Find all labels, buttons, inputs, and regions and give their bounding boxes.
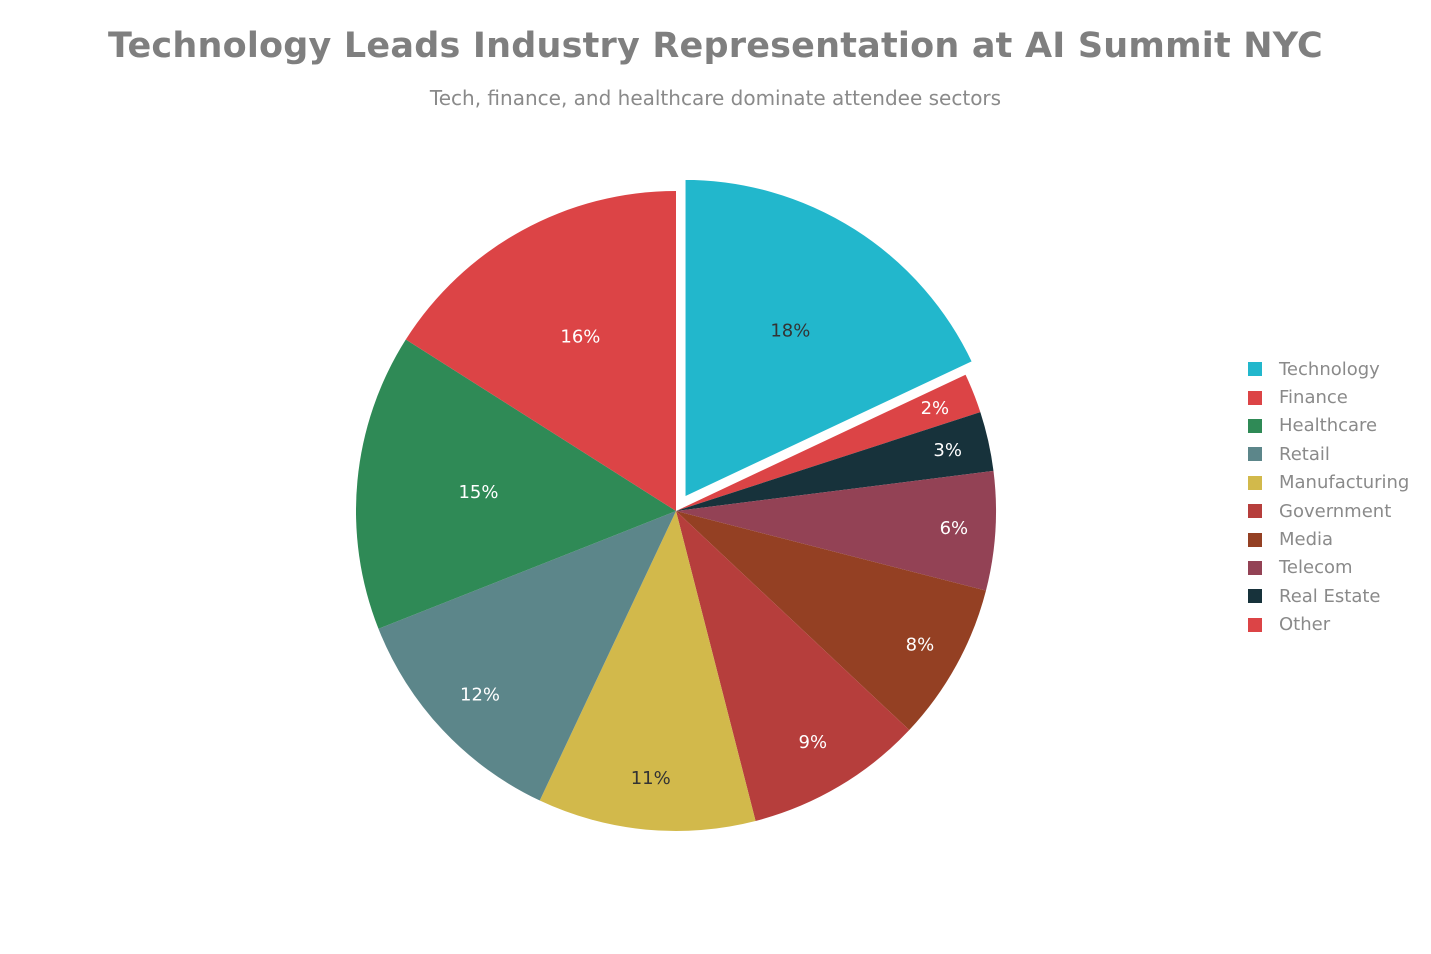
legend-label: Healthcare — [1279, 415, 1378, 437]
legend-swatch — [1248, 560, 1262, 575]
legend-label: Finance — [1279, 387, 1348, 409]
legend-swatch — [1248, 390, 1262, 405]
legend-swatch — [1248, 447, 1262, 462]
legend-item-real-estate[interactable]: Real Estate — [1248, 582, 1409, 610]
legend-label: Telecom — [1279, 557, 1353, 579]
legend-label: Technology — [1279, 358, 1380, 380]
slice-label-other: 2% — [921, 398, 950, 419]
slice-label-manufacturing: 11% — [631, 768, 671, 789]
legend-swatch — [1248, 589, 1262, 604]
legend-swatch — [1248, 504, 1262, 519]
chart-title: Technology Leads Industry Representation… — [108, 26, 1323, 66]
slice-label-telecom: 6% — [940, 518, 969, 539]
legend-label: Other — [1279, 614, 1331, 636]
pie-slice-technology[interactable] — [682, 176, 976, 501]
legend-swatch — [1248, 475, 1262, 490]
legend-item-retail[interactable]: Retail — [1248, 440, 1409, 468]
legend-label: Manufacturing — [1279, 472, 1410, 494]
chart-legend: Technology Finance Healthcare Retail Manufac… — [1248, 355, 1409, 639]
pie-slice-labels: 18% 2% 3% 6% 8% 9% 11% 12% 15% 16% — [458, 320, 968, 789]
legend-label: Real Estate — [1279, 585, 1381, 607]
slice-label-finance: 16% — [560, 327, 600, 348]
pie-slice-other[interactable] — [676, 374, 981, 511]
legend-swatch — [1248, 617, 1262, 632]
legend-item-media[interactable]: Media — [1248, 525, 1409, 553]
legend-swatch — [1248, 362, 1262, 377]
legend-swatch — [1248, 532, 1262, 547]
slice-label-retail: 12% — [460, 685, 500, 706]
legend-label: Government — [1279, 500, 1392, 522]
legend-item-finance[interactable]: Finance — [1248, 383, 1409, 411]
pie-slice-finance[interactable] — [405, 190, 676, 511]
legend-item-technology[interactable]: Technology — [1248, 355, 1409, 383]
legend-label: Retail — [1279, 443, 1330, 465]
slice-label-government: 9% — [799, 732, 828, 753]
slice-label-technology: 18% — [770, 320, 810, 341]
pie-slice-telecom[interactable] — [676, 470, 996, 591]
legend-item-manufacturing[interactable]: Manufacturing — [1248, 469, 1409, 497]
pie-slice-manufacturing[interactable] — [539, 511, 756, 831]
pie-slice-media[interactable] — [676, 511, 986, 731]
pie-slices — [356, 176, 996, 831]
legend-label: Media — [1279, 529, 1334, 551]
slice-label-healthcare: 15% — [458, 482, 498, 503]
legend-swatch — [1248, 418, 1262, 433]
legend-item-other[interactable]: Other — [1248, 611, 1409, 639]
pie-slice-retail[interactable] — [378, 511, 676, 801]
chart-subtitle: Tech, finance, and healthcare dominate a… — [429, 86, 1002, 110]
legend-item-telecom[interactable]: Telecom — [1248, 554, 1409, 582]
pie-slice-healthcare[interactable] — [356, 339, 676, 629]
legend-item-government[interactable]: Government — [1248, 497, 1409, 525]
slice-label-real-estate: 3% — [933, 440, 962, 461]
pie-slice-government[interactable] — [676, 511, 910, 821]
legend-item-healthcare[interactable]: Healthcare — [1248, 412, 1409, 440]
pie-slice-real-estate[interactable] — [676, 412, 994, 511]
slice-label-media: 8% — [906, 635, 935, 656]
